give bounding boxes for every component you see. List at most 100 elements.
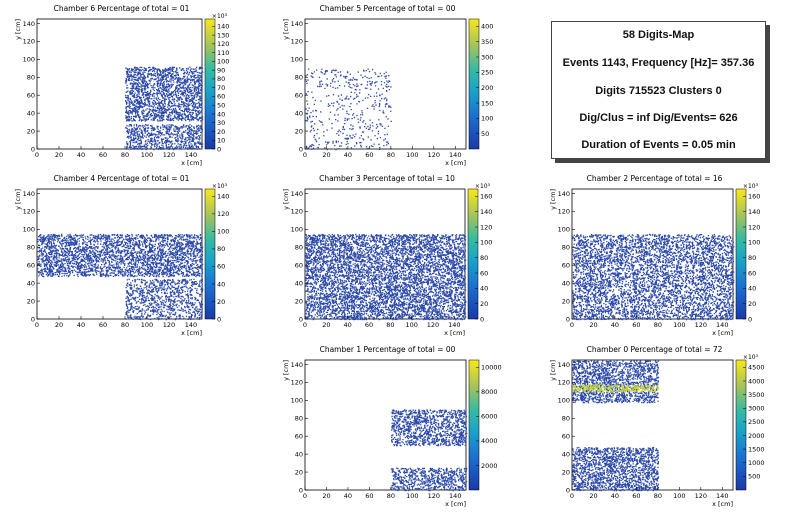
heatmap-region-0 <box>572 233 735 321</box>
x-tick-label: 80 <box>387 151 395 159</box>
z-tick-label: 3000 <box>748 405 765 413</box>
x-tick-label: 40 <box>77 151 85 159</box>
z-tick-label: 80 <box>480 254 488 262</box>
z-tick-label: 40 <box>480 285 488 293</box>
x-tick-label: 80 <box>121 151 129 159</box>
y-tick-label: 60 <box>295 433 303 441</box>
z-tick-label: 70 <box>217 84 225 92</box>
y-axis-label: y [cm] <box>282 360 290 381</box>
z-tick-label: 80 <box>217 245 225 253</box>
x-tick-label: 20 <box>322 321 330 329</box>
heatmap-region-1 <box>390 409 468 447</box>
info-title: 58 Digits-Map <box>622 29 695 41</box>
y-tick-label: 100 <box>291 397 303 405</box>
heatmap-region-2 <box>572 384 660 393</box>
z-tick-label: 3500 <box>748 391 765 399</box>
y-tick-label: 20 <box>562 297 570 305</box>
y-axis-label: y [cm] <box>549 189 557 210</box>
x-tick-label: 120 <box>428 492 440 500</box>
x-axis-label: x [cm] <box>712 500 733 508</box>
z-tick-label: 4500 <box>748 364 765 372</box>
y-tick-label: 40 <box>295 109 303 117</box>
x-axis-label: x [cm] <box>181 159 202 167</box>
info-digits: Digits 715523 Clusters 0 <box>595 85 722 97</box>
y-tick-label: 60 <box>295 262 303 270</box>
x-tick-label: 0 <box>303 321 307 329</box>
x-tick-label: 0 <box>35 151 39 159</box>
heatmap-region-0 <box>390 467 468 492</box>
z-tick-label: 4000 <box>748 377 765 385</box>
z-tick-label: 200 <box>481 84 493 92</box>
z-tick-label: 350 <box>481 38 493 46</box>
x-tick-label: 140 <box>449 151 461 159</box>
y-tick-label: 100 <box>291 226 303 234</box>
z-tick-label: 10 <box>217 137 225 145</box>
chart-title: Chamber 2 Percentage of total = 16 <box>587 174 723 183</box>
z-tick-label: 1000 <box>748 459 765 467</box>
z-tick-label: 40 <box>217 280 225 288</box>
y-axis-label: y [cm] <box>282 19 290 40</box>
x-axis-label: x [cm] <box>181 329 202 337</box>
x-tick-label: 140 <box>185 321 197 329</box>
y-tick-label: 80 <box>562 415 570 423</box>
x-tick-label: 20 <box>322 151 330 159</box>
z-tick-label: 160 <box>748 193 760 201</box>
x-tick-label: 140 <box>716 492 728 500</box>
y-tick-label: 20 <box>27 127 35 135</box>
chart-panel-3: Chamber 3 Percentage of total = 10 0 20 40 6… <box>282 174 492 337</box>
z-tick-label: 80 <box>217 75 225 83</box>
x-tick-label: 20 <box>322 492 330 500</box>
x-tick-label: 100 <box>405 321 417 329</box>
x-tick-label: 100 <box>141 321 153 329</box>
y-axis-label: y [cm] <box>14 19 22 40</box>
z-tick-label: 120 <box>748 223 760 231</box>
z-tick-label: 100 <box>217 228 229 236</box>
chart-title: Chamber 1 Percentage of total = 00 <box>320 345 456 354</box>
y-tick-label: 140 <box>558 190 570 198</box>
x-tick-label: 80 <box>654 321 662 329</box>
heatmap-region-1 <box>125 66 204 122</box>
z-tick-label: 100 <box>480 239 492 247</box>
info-events: Events 1143, Frequency [Hz]= 357.36 <box>562 57 755 69</box>
color-bar <box>735 188 747 320</box>
y-tick-label: 100 <box>23 226 35 234</box>
z-tick-label: 80 <box>748 254 756 262</box>
y-tick-label: 0 <box>566 486 570 494</box>
y-tick-label: 120 <box>558 379 570 387</box>
z-tick-label: 140 <box>217 23 229 31</box>
z-tick-label: 250 <box>481 69 493 77</box>
x-tick-label: 0 <box>570 321 574 329</box>
y-tick-label: 80 <box>27 244 35 252</box>
z-tick-label: 140 <box>748 208 760 216</box>
color-bar <box>735 359 747 491</box>
z-tick-label: 100 <box>481 115 493 123</box>
z-tick-label: 0 <box>748 315 752 323</box>
chart-panel-4: Chamber 2 Percentage of total = 16 0 20 40 6… <box>549 174 760 337</box>
z-tick-label: 60 <box>217 263 225 271</box>
y-tick-label: 80 <box>295 74 303 82</box>
z-exponent-label: ×10³ <box>743 183 759 190</box>
y-tick-label: 60 <box>27 92 35 100</box>
z-tick-label: 300 <box>481 53 493 61</box>
x-axis-label: x [cm] <box>712 329 733 337</box>
chart-panel-0: Chamber 6 Percentage of total = 01 0 20 40 6… <box>14 4 229 167</box>
x-tick-label: 80 <box>386 321 394 329</box>
x-tick-label: 0 <box>570 492 574 500</box>
z-tick-label: 8000 <box>481 388 498 396</box>
z-tick-label: 110 <box>217 49 229 57</box>
z-tick-label: 2000 <box>481 462 498 470</box>
z-exponent-label: ×10³ <box>475 183 491 190</box>
y-tick-label: 140 <box>23 190 35 198</box>
y-tick-label: 40 <box>562 279 570 287</box>
y-tick-label: 20 <box>562 468 570 476</box>
z-tick-label: 0 <box>217 315 221 323</box>
digits-map-info-box: 58 Digits-Map Events 1143, Frequency [Hz… <box>551 21 766 159</box>
x-tick-label: 0 <box>35 321 39 329</box>
z-tick-label: 40 <box>217 110 225 118</box>
x-axis-label: x [cm] <box>444 329 465 337</box>
z-tick-label: 10000 <box>481 364 502 372</box>
y-tick-label: 140 <box>291 361 303 369</box>
chart-title: Chamber 4 Percentage of total = 01 <box>54 174 190 183</box>
x-tick-label: 100 <box>141 151 153 159</box>
z-tick-label: 50 <box>217 101 225 109</box>
